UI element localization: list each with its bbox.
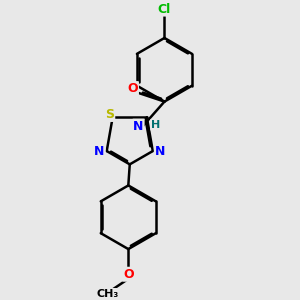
Text: N: N [133,120,144,133]
Text: N: N [94,145,105,158]
Text: H: H [151,120,160,130]
Text: N: N [155,145,165,158]
Text: CH₃: CH₃ [97,289,119,299]
Text: Cl: Cl [158,3,171,16]
Text: O: O [123,268,134,281]
Text: O: O [127,82,138,95]
Text: S: S [105,108,114,121]
